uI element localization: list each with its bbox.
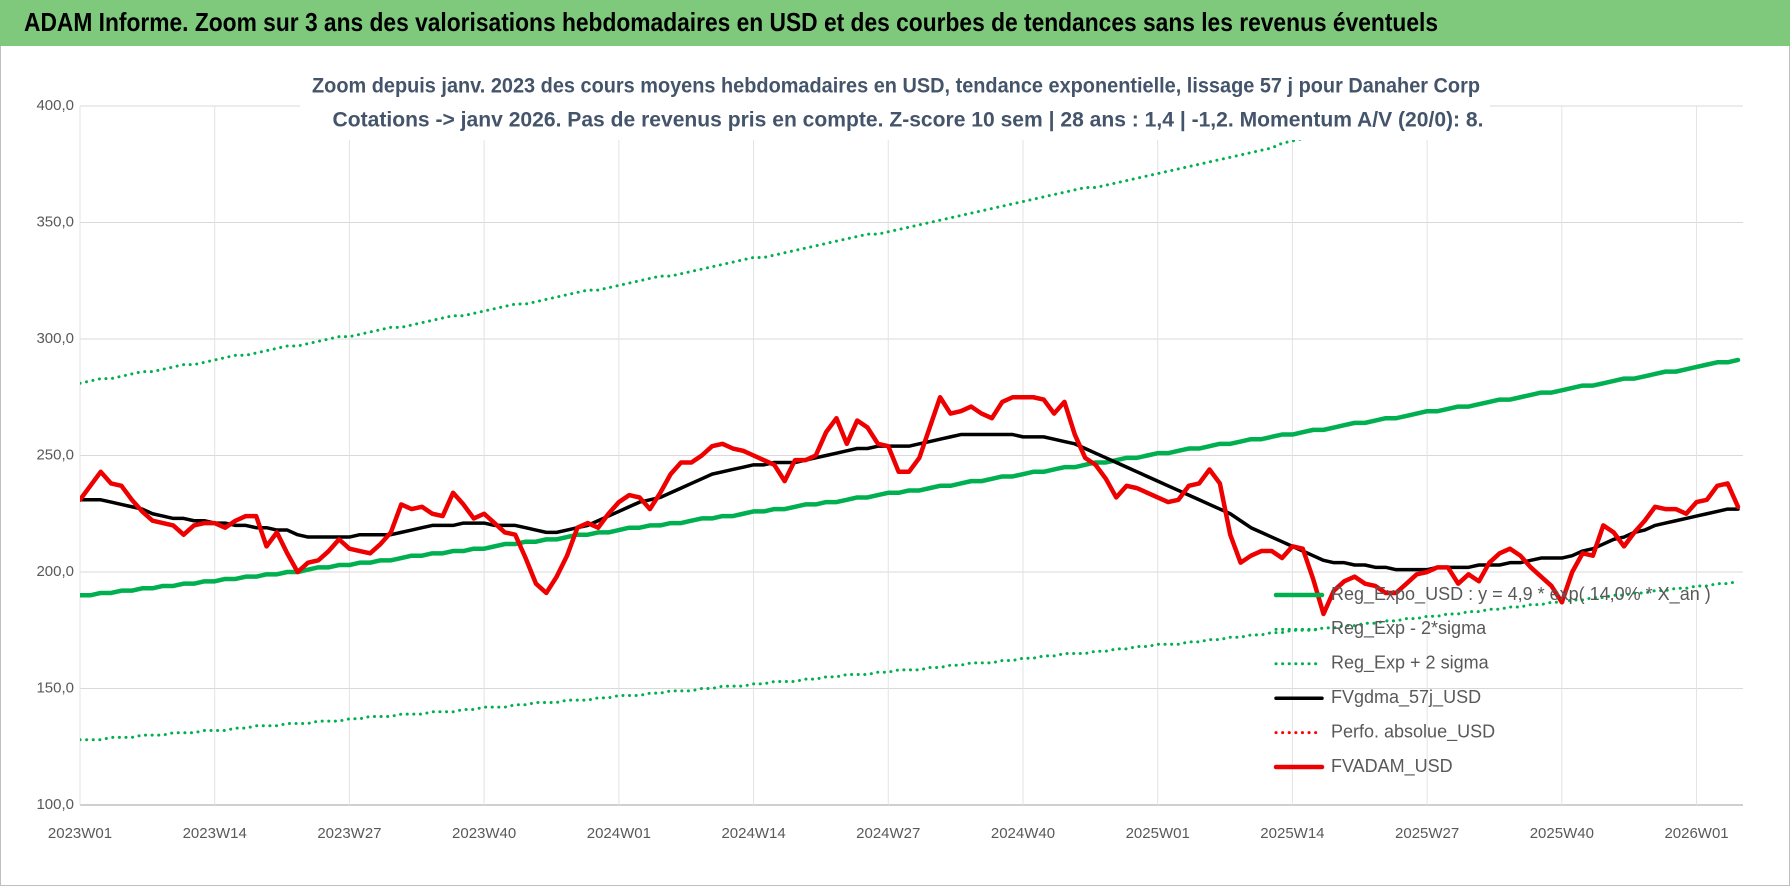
x-tick-label: 2025W14 [1260, 825, 1324, 842]
y-tick-label: 400,0 [36, 97, 74, 114]
legend-label: FVADAM_USD [1331, 756, 1453, 777]
series-line [80, 357, 1741, 598]
y-tick-label: 250,0 [36, 446, 74, 463]
series-line [80, 106, 1455, 385]
y-tick-label: 350,0 [36, 213, 74, 230]
x-tick-label: 2024W14 [721, 825, 785, 842]
tick-labels: 100,0 150,0 200,0 250,0 300,0 350,0 400,0 2023W… [36, 97, 1728, 842]
x-tick-label: 2023W14 [183, 825, 247, 842]
y-tick-label: 200,0 [36, 563, 74, 580]
x-tick-label: 2025W27 [1395, 825, 1459, 842]
series-line [80, 432, 1740, 572]
legend-label: Reg_Exp - 2*sigma [1331, 618, 1487, 639]
x-tick-label: 2024W01 [587, 825, 651, 842]
plot-lines [80, 106, 1741, 742]
legend-label: Perfo. absolue_USD [1331, 721, 1495, 742]
chart-title: ADAM Informe. Zoom sur 3 ans des valoris… [24, 7, 1438, 37]
x-tick-label: 2024W40 [991, 825, 1055, 842]
x-tick-label: 2026W01 [1664, 825, 1728, 842]
chart-subtitle: Zoom depuis janv. 2023 des cours moyens … [312, 75, 1480, 98]
legend-label: Reg_Exp + 2 sigma [1331, 653, 1490, 674]
y-tick-label: 100,0 [36, 796, 74, 813]
y-tick-label: 150,0 [36, 679, 74, 696]
x-tick-label: 2023W01 [48, 825, 112, 842]
x-tick-label: 2023W40 [452, 825, 516, 842]
y-tick-label: 300,0 [36, 330, 74, 347]
chart-subtitle: Cotations -> janv 2026. Pas de revenus p… [333, 109, 1484, 132]
legend-label: Reg_Expo_USD : y = 4,9 * exp( 14,0% * X_… [1331, 584, 1711, 605]
x-tick-label: 2024W27 [856, 825, 920, 842]
x-tick-label: 2025W40 [1530, 825, 1594, 842]
legend: Reg_Expo_USD : y = 4,9 * exp( 14,0% * X_… [1273, 584, 1711, 777]
series-line [80, 579, 1740, 742]
series-line [80, 395, 1741, 617]
x-tick-label: 2025W01 [1126, 825, 1190, 842]
x-tick-label: 2023W27 [317, 825, 381, 842]
legend-label: FVgdma_57j_USD [1331, 687, 1481, 708]
subtitle-background [300, 68, 1490, 140]
header-bar [0, 0, 1790, 46]
